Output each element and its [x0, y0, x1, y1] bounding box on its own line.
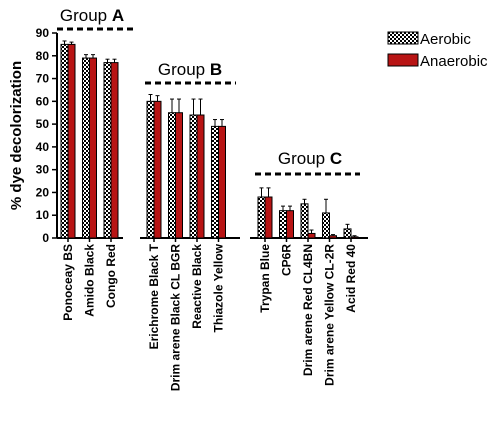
bar-thiazole-yellow-anaerobic	[218, 125, 226, 239]
axes: 0 10 20 30 40 50 60 70 80 90 % dye decolorization	[8, 26, 368, 245]
y-axis-label: % dye decolorization	[8, 61, 25, 210]
legend-label-anaerobic: Anaerobic	[420, 53, 488, 70]
y-tick-label: 30	[36, 163, 50, 177]
bar-erichrome-black-t-anaerobic	[153, 100, 162, 239]
category-label-congo-red: Congo Red	[104, 244, 118, 308]
y-tick-label: 10	[36, 208, 50, 222]
bar-drim-arene-yellow-cl-2r-aerobic	[322, 212, 330, 239]
category-label-erichrome-black-t: Erichrome Black T	[147, 243, 161, 349]
bar-cp6r-anaerobic	[286, 210, 294, 239]
bar-erichrome-black-t-aerobic	[146, 100, 155, 239]
bar-drim-arene-black-cl-bgr-aerobic	[168, 112, 176, 239]
bar-trypan-blue-aerobic	[257, 196, 266, 239]
category-label-drim-arene-yellow-cl-2r: Drim arene Yellow CL-2R	[323, 244, 337, 386]
category-label-drim-arene-black-cl-bgr: Drim arene Black CL BGR	[169, 244, 183, 391]
y-tick-label: 40	[36, 140, 50, 154]
bar-reactive-black-anaerobic	[196, 114, 205, 239]
bar-amido-black-aerobic	[82, 57, 90, 239]
y-tick-label: 20	[36, 185, 50, 199]
bar-congo-red-anaerobic	[110, 62, 119, 239]
category-label-amido-black: Amido Black	[83, 244, 97, 317]
bar-drim-arene-black-cl-bgr-anaerobic	[175, 112, 183, 239]
legend-swatch-aerobic	[387, 31, 419, 45]
category-labels: Ponoceay BS Amido Black Congo Red Erichrome…	[61, 243, 358, 391]
bars	[60, 40, 359, 239]
bar-drim-arene-red-cl4bn-anaerobic	[307, 232, 316, 239]
bar-thiazole-yellow-aerobic	[211, 125, 219, 239]
y-tick-label: 80	[36, 49, 50, 63]
category-label-ponoceay-bs: Ponoceay BS	[61, 244, 75, 321]
y-tick-label: 70	[36, 72, 50, 86]
bar-drim-arene-red-cl4bn-aerobic	[300, 203, 309, 239]
legend: Aerobic Anaerobic	[387, 31, 488, 70]
bar-cp6r-aerobic	[279, 210, 287, 239]
y-tick-label: 0	[42, 231, 49, 245]
category-label-acid-red-40: Acid Red 40	[344, 244, 358, 313]
bar-acid-red-40-aerobic	[343, 228, 352, 239]
group-labels: Group A Group B Group C	[57, 6, 360, 176]
y-tick-label: 90	[36, 26, 50, 40]
category-label-reactive-black: Reactive Black	[190, 244, 204, 329]
legend-label-aerobic: Aerobic	[420, 31, 471, 48]
group-label-a: Group A	[60, 6, 124, 25]
bar-ponoceay-bs-anaerobic	[67, 43, 76, 239]
group-label-c: Group C	[278, 149, 342, 168]
bar-acid-red-40-anaerobic	[350, 236, 359, 239]
bar-amido-black-anaerobic	[89, 57, 97, 239]
bar-reactive-black-aerobic	[189, 114, 198, 239]
category-label-thiazole-yellow: Thiazole Yellow	[212, 243, 226, 332]
category-label-drim-arene-red-cl4bn: Drim arene Red CL4BN	[301, 244, 315, 376]
bar-ponoceay-bs-aerobic	[60, 43, 69, 239]
legend-swatch-anaerobic	[387, 53, 419, 67]
category-label-trypan-blue: Trypan Blue	[258, 244, 272, 313]
category-label-cp6r: CP6R	[280, 244, 294, 276]
bar-congo-red-aerobic	[103, 62, 112, 239]
y-tick-label: 60	[36, 94, 50, 108]
y-tick-label: 50	[36, 117, 50, 131]
bar-trypan-blue-anaerobic	[264, 196, 273, 239]
group-label-b: Group B	[158, 60, 222, 79]
bar-drim-arene-yellow-cl-2r-anaerobic	[329, 235, 337, 239]
